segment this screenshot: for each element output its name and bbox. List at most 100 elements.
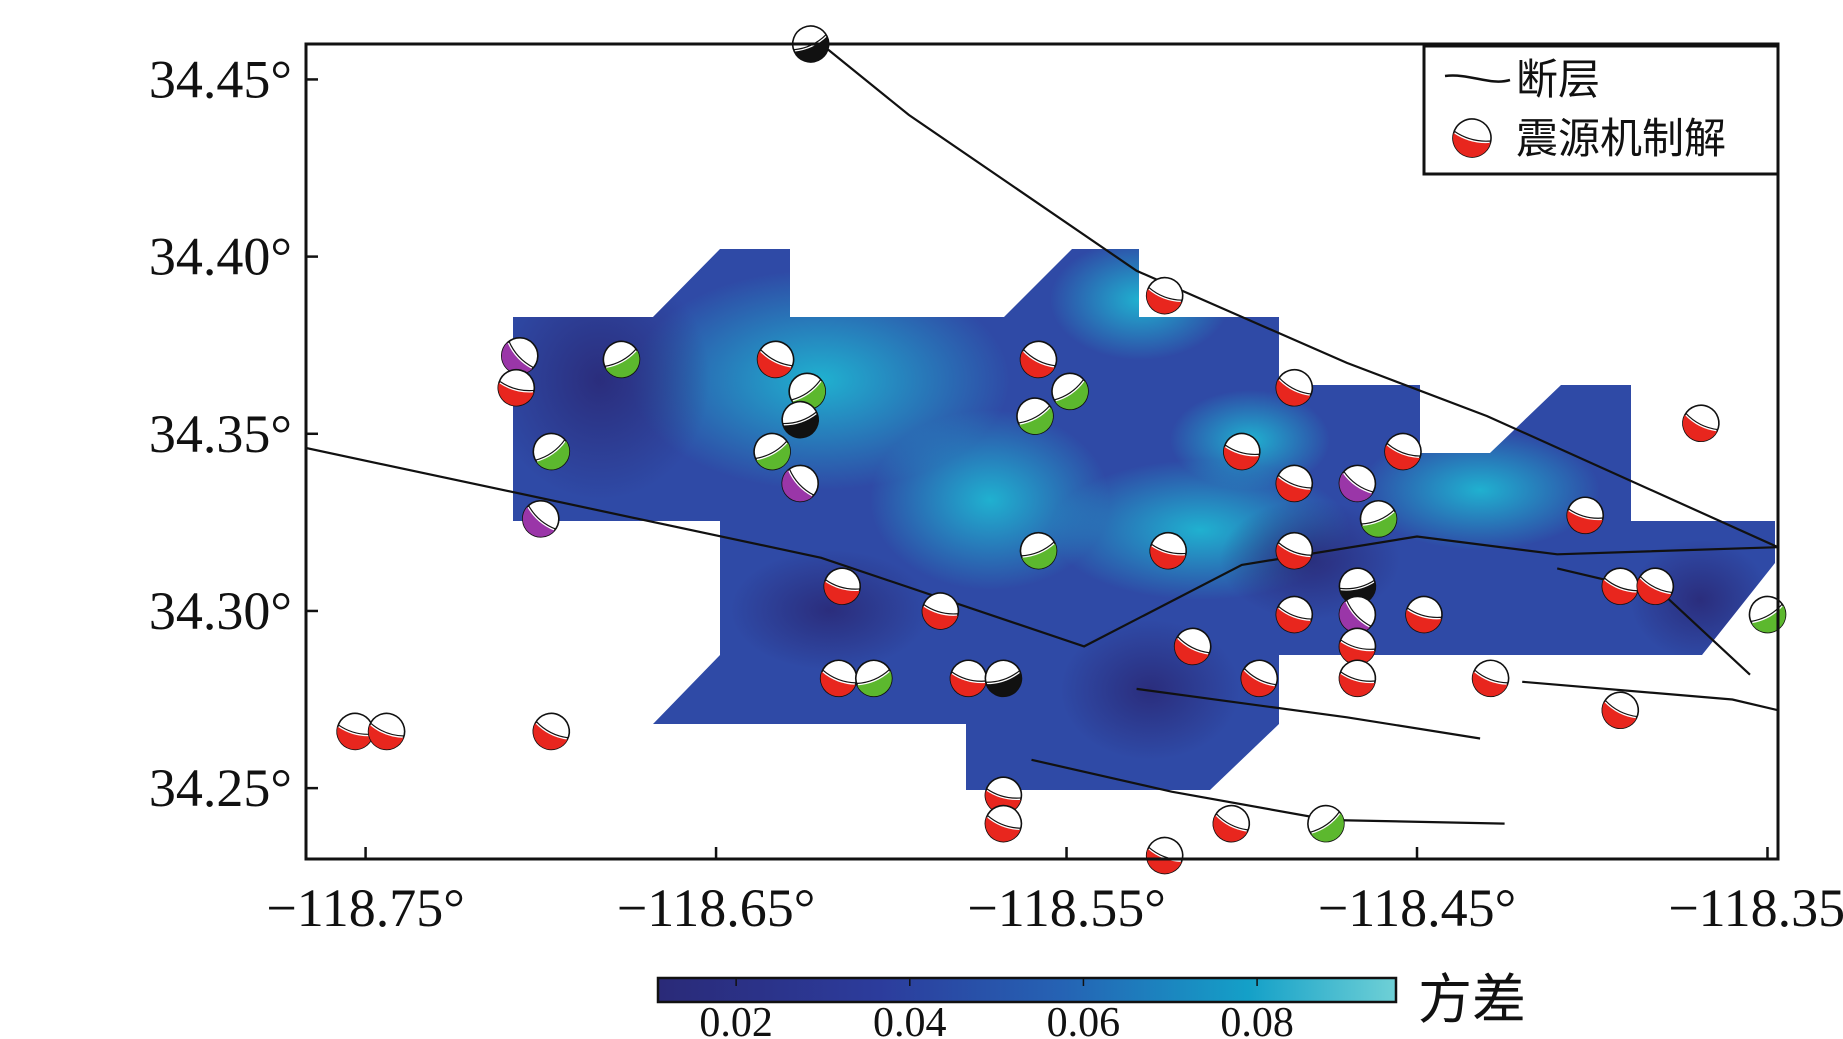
focal-mechanism-12-quadrant — [1223, 446, 1260, 470]
focal-mechanism-46-quadrant — [368, 724, 404, 750]
y-tick-label-4: 34.25° — [149, 758, 292, 818]
focal-mechanism-19-quadrant — [1276, 476, 1312, 502]
focal-mechanism-51-nodal — [1309, 811, 1340, 833]
fault-line-4 — [1136, 687, 1481, 740]
focal-mechanism-4 — [602, 340, 641, 379]
focal-mechanism-7-nodal — [782, 411, 817, 425]
focal-mechanism-32 — [1338, 595, 1377, 634]
focal-mechanism-36-quadrant — [1339, 641, 1375, 665]
focal-mechanism-7-quadrant — [783, 413, 819, 438]
focal-mechanism-29 — [1636, 567, 1675, 606]
focal-mechanism-41 — [1240, 659, 1279, 698]
focal-mechanism-10-quadrant — [1019, 407, 1053, 435]
focal-mechanism-5-nodal — [760, 349, 793, 367]
focal-mechanism-19-nodal — [1277, 474, 1312, 489]
focal-mechanism-28-nodal — [1603, 577, 1638, 592]
focal-mechanism-36 — [1338, 627, 1377, 666]
focal-mechanism-18 — [1338, 464, 1377, 503]
focal-mechanism-18-nodal — [1343, 471, 1374, 493]
focal-mechanism-3-nodal — [499, 380, 535, 392]
focal-mechanism-14-quadrant — [1682, 415, 1717, 442]
focal-mechanism-39-nodal — [951, 671, 987, 682]
x-axis-ticks: −118.75° −118.65° −118.55° −118.45° −118.35° — [266, 847, 1843, 938]
focal-mechanism-46-nodal — [370, 722, 405, 737]
focal-mechanism-44-nodal — [1604, 699, 1638, 718]
focal-mechanism-49-quadrant — [985, 817, 1021, 842]
focal-mechanism-10 — [1016, 397, 1054, 435]
focal-mechanism-45-quadrant — [337, 726, 373, 750]
focal-mechanism-1-quadrant — [1146, 289, 1182, 314]
focal-mechanism-33-quadrant — [1406, 609, 1442, 633]
focal-mechanism-24-nodal — [1150, 543, 1187, 555]
focal-mechanism-35-nodal — [1177, 636, 1210, 654]
focal-mechanism-34-nodal — [1750, 603, 1783, 623]
focal-mechanism-11-nodal — [1278, 377, 1312, 395]
focal-mechanism-28 — [1601, 567, 1640, 606]
focal-mechanism-2 — [500, 336, 539, 375]
focal-mechanism-5-quadrant — [757, 351, 792, 378]
focal-mechanism-50-nodal — [1215, 813, 1249, 831]
legend-mechanism-ball — [1452, 118, 1492, 158]
focal-mechanism-47-nodal — [535, 721, 569, 739]
focal-mechanism-22 — [521, 499, 560, 538]
focal-mechanism-23-quadrant — [1021, 543, 1057, 569]
x-tick-label-0: −118.75° — [266, 878, 465, 938]
focal-mechanism-13 — [1384, 432, 1422, 471]
focal-mechanism-42 — [1338, 659, 1377, 698]
focal-mechanism-21 — [1566, 496, 1604, 535]
legend-mechanism-ball-nodal — [1453, 130, 1491, 142]
focal-mechanisms — [336, 25, 1787, 875]
focal-mechanism-19 — [1275, 464, 1314, 503]
legend-fault-label: 断层 — [1516, 55, 1600, 104]
focal-mechanism-30-nodal — [923, 603, 959, 615]
focal-mechanism-50-quadrant — [1213, 815, 1248, 842]
focal-mechanism-12-nodal — [1224, 444, 1260, 456]
focal-mechanism-31-nodal — [1277, 605, 1312, 620]
focal-mechanism-41-quadrant — [1241, 670, 1276, 697]
focal-mechanism-47 — [532, 712, 571, 751]
focal-mechanism-15-quadrant — [536, 441, 570, 470]
focal-mechanism-11-quadrant — [1276, 379, 1311, 406]
focal-mechanism-10-nodal — [1018, 405, 1051, 424]
focal-mechanism-51-quadrant — [1311, 813, 1344, 842]
focal-mechanism-24-quadrant — [1150, 546, 1186, 569]
focal-mechanism-52 — [1145, 836, 1184, 875]
focal-mechanism-46 — [367, 712, 406, 751]
focal-mechanism-36-nodal — [1340, 639, 1376, 650]
focal-mechanism-23 — [1019, 531, 1058, 570]
variance-shade-9 — [730, 550, 930, 670]
focal-mechanism-9 — [1051, 372, 1089, 411]
focal-mechanism-25-nodal — [1277, 541, 1312, 556]
legend-mechanism-ball-quadrant — [1453, 133, 1491, 157]
x-tick-label-3: −118.45° — [1318, 878, 1517, 938]
focal-mechanism-43-quadrant — [1472, 671, 1508, 697]
y-tick-label-2: 34.35° — [149, 404, 292, 464]
focal-mechanism-31 — [1275, 595, 1314, 634]
focal-mechanism-13-nodal — [1386, 442, 1421, 457]
focal-mechanism-28-quadrant — [1602, 579, 1638, 605]
legend-mechanism-icon — [1452, 118, 1492, 158]
focal-mechanism-22-quadrant — [522, 506, 555, 537]
focal-mechanism-49-nodal — [986, 814, 1021, 829]
focal-mechanism-8-nodal — [1022, 349, 1056, 367]
focal-mechanism-33 — [1405, 595, 1443, 634]
colorbar-tick-label-0: 0.02 — [699, 1000, 773, 1039]
colorbar-bar — [656, 976, 1398, 1004]
focal-mechanism-43-nodal — [1474, 669, 1509, 684]
focal-mechanism-37-nodal — [822, 669, 857, 684]
focal-mechanism-40 — [984, 659, 1023, 698]
focal-mechanism-39 — [949, 659, 988, 698]
focal-mechanism-20 — [1359, 499, 1398, 538]
focal-mechanism-17 — [781, 464, 820, 503]
y-tick-label-3: 34.30° — [149, 581, 292, 641]
focal-mechanism-40-quadrant — [986, 672, 1022, 697]
focal-mechanism-2-nodal — [508, 341, 534, 369]
focal-mechanism-22-nodal — [528, 505, 556, 530]
focal-mechanism-39-quadrant — [950, 673, 986, 697]
focal-mechanism-48-nodal — [986, 788, 1022, 799]
focal-mechanism-3-quadrant — [498, 383, 534, 406]
x-tick-label-2: −118.55° — [967, 878, 1166, 938]
focal-mechanism-41-nodal — [1243, 667, 1277, 686]
focal-mechanism-45 — [336, 712, 374, 751]
